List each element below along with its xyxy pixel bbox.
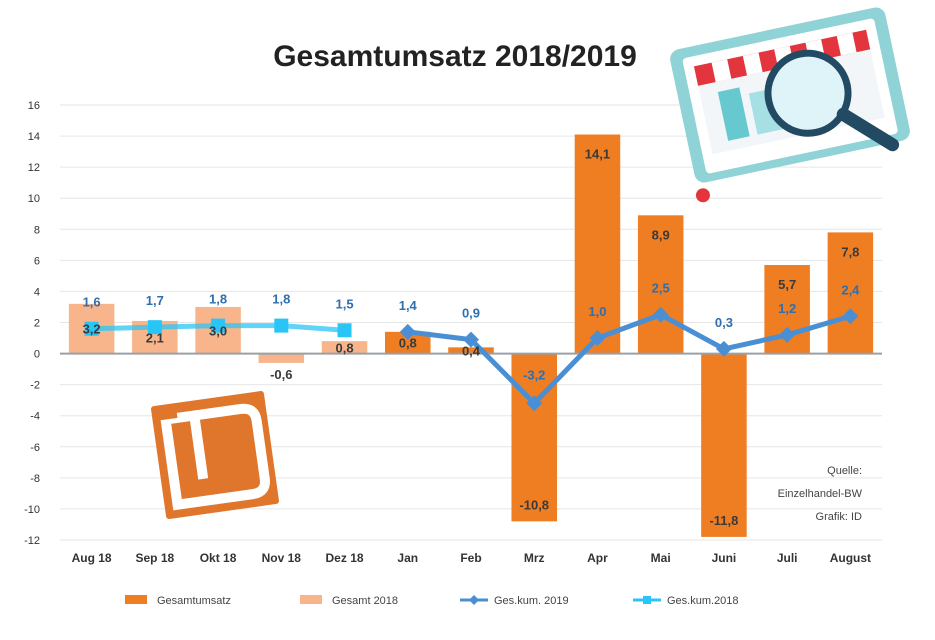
x-category-label: Okt 18: [200, 551, 237, 565]
y-axis-ticks: 16 14 12 10 8 6 4 2 0 -2 -4 -6 -8 -10 -12: [24, 100, 40, 547]
legend-swatch: [125, 595, 147, 604]
data-label: 2,5: [652, 281, 670, 296]
data-label: 1,8: [272, 292, 290, 307]
bar-gesamtumsatz-5: [385, 331, 431, 354]
legend: Gesamtumsatz Gesamt 2018 Ges.kum. 2019 Ges.…: [125, 595, 739, 607]
x-category-label: Sep 18: [135, 551, 174, 565]
data-label: 0,4: [462, 343, 481, 358]
source-line-3: Grafik: ID: [816, 511, 863, 523]
data-label: -11,8: [709, 513, 738, 528]
data-label: -10,8: [519, 497, 549, 512]
bar-gesamtumsatz-8: [574, 134, 621, 354]
line-point-2019-11: [779, 326, 796, 343]
y-tick-label: -4: [30, 411, 40, 423]
x-category-label: Aug 18: [72, 551, 112, 565]
source-line-1: Quelle:: [827, 465, 862, 477]
data-label: 7,8: [841, 244, 859, 259]
y-tick-label: 4: [34, 286, 40, 298]
y-tick-label: 14: [28, 131, 40, 143]
data-label: 5,7: [778, 277, 796, 292]
data-label: -3,2: [523, 367, 545, 382]
source-note: Quelle: Einzelhandel-BW Grafik: ID: [778, 465, 863, 523]
data-label: 0,3: [715, 315, 733, 330]
x-axis-categories: Aug 18 Sep 18 Okt 18 Nov 18 Dez 18 Jan Feb Mrz A…: [72, 551, 871, 565]
data-label: 1,7: [146, 293, 164, 308]
x-category-label: Juli: [777, 551, 798, 565]
x-category-label: Mrz: [524, 551, 545, 565]
y-tick-label: 8: [34, 224, 40, 236]
y-tick-label: -6: [30, 442, 40, 454]
line-point-2019-7: [526, 395, 543, 412]
shop-magnifier-icon: [670, 7, 910, 203]
data-label: 0,8: [335, 340, 353, 355]
y-tick-label: 10: [28, 193, 40, 205]
y-tick-label: -12: [24, 535, 40, 547]
bar-gesamtumsatz-10: [701, 353, 747, 537]
bar-gesamtumsatz-6: [448, 347, 494, 354]
x-category-label: Mai: [651, 551, 671, 565]
data-label: 1,5: [335, 296, 353, 311]
legend-swatch: [300, 595, 322, 604]
line-point-2019-5: [399, 323, 416, 340]
legend-marker: [643, 596, 651, 604]
legend-marker: [469, 595, 479, 605]
bar-gesamt-2018-3: [258, 353, 305, 363]
line-point-2018-4: [337, 323, 352, 338]
line-series-2: [407, 312, 852, 406]
y-tick-label: -2: [30, 380, 40, 392]
x-category-label: Feb: [460, 551, 481, 565]
legend-label: Gesamtumsatz: [157, 595, 231, 607]
data-label: 1,6: [83, 295, 101, 310]
data-label: 1,2: [778, 301, 796, 316]
series-lines: [84, 306, 859, 412]
x-category-label: August: [830, 551, 871, 565]
bar-gesamtumsatz-12: [827, 232, 874, 354]
data-labels: 0,8 0,4 -10,8 14,1 8,9 -11,8 5,7 7,8 3,2 2,1 3,0 -0…: [83, 147, 861, 528]
line-point-2019-9: [652, 306, 669, 323]
y-tick-label: 0: [34, 349, 40, 361]
line-point-2019-12: [842, 308, 859, 325]
data-label: 14,1: [585, 147, 610, 162]
y-tick-label: 12: [28, 162, 40, 174]
y-tick-label: -10: [24, 504, 40, 516]
data-label: 1,8: [209, 292, 227, 307]
legend-label: Ges.kum.2018: [667, 595, 739, 607]
line-point-2018-2: [211, 318, 226, 333]
bar-gesamtumsatz-9: [637, 215, 684, 354]
y-tick-label: 2: [34, 318, 40, 330]
data-label: 3,2: [83, 322, 101, 337]
x-category-label: Apr: [587, 551, 608, 565]
data-label: 0,8: [399, 336, 417, 351]
data-label: -0,6: [270, 367, 292, 382]
line-point-2019-8: [589, 330, 606, 347]
line-point-2018-0: [84, 321, 99, 336]
data-label: 1,4: [399, 298, 418, 313]
y-tick-label: 16: [28, 100, 40, 112]
legend-label: Gesamt 2018: [332, 595, 398, 607]
line-point-2018-1: [147, 320, 162, 335]
brand-logo: [151, 391, 279, 519]
x-category-label: Dez 18: [326, 551, 364, 565]
data-label: 8,9: [652, 227, 670, 242]
line-point-2019-10: [715, 340, 732, 357]
line-point-2018-3: [274, 318, 289, 333]
legend-label: Ges.kum. 2019: [494, 595, 569, 607]
x-category-label: Juni: [712, 551, 737, 565]
y-tick-label: 6: [34, 255, 40, 267]
line-point-2019-6: [463, 331, 479, 348]
chart-title: Gesamtumsatz 2018/2019: [273, 40, 637, 73]
data-label: 0,9: [462, 306, 480, 321]
data-label: 2,4: [841, 282, 860, 297]
data-label: 3,0: [209, 323, 227, 338]
data-label: 2,1: [146, 330, 164, 345]
y-tick-label: -8: [30, 473, 40, 485]
bar-gesamt-2018-4: [321, 341, 368, 354]
x-category-label: Jan: [397, 551, 418, 565]
bar-gesamtumsatz-7: [511, 353, 557, 522]
data-label: 1,0: [588, 304, 606, 319]
source-line-2: Einzelhandel-BW: [778, 488, 863, 500]
x-category-label: Nov 18: [262, 551, 302, 565]
